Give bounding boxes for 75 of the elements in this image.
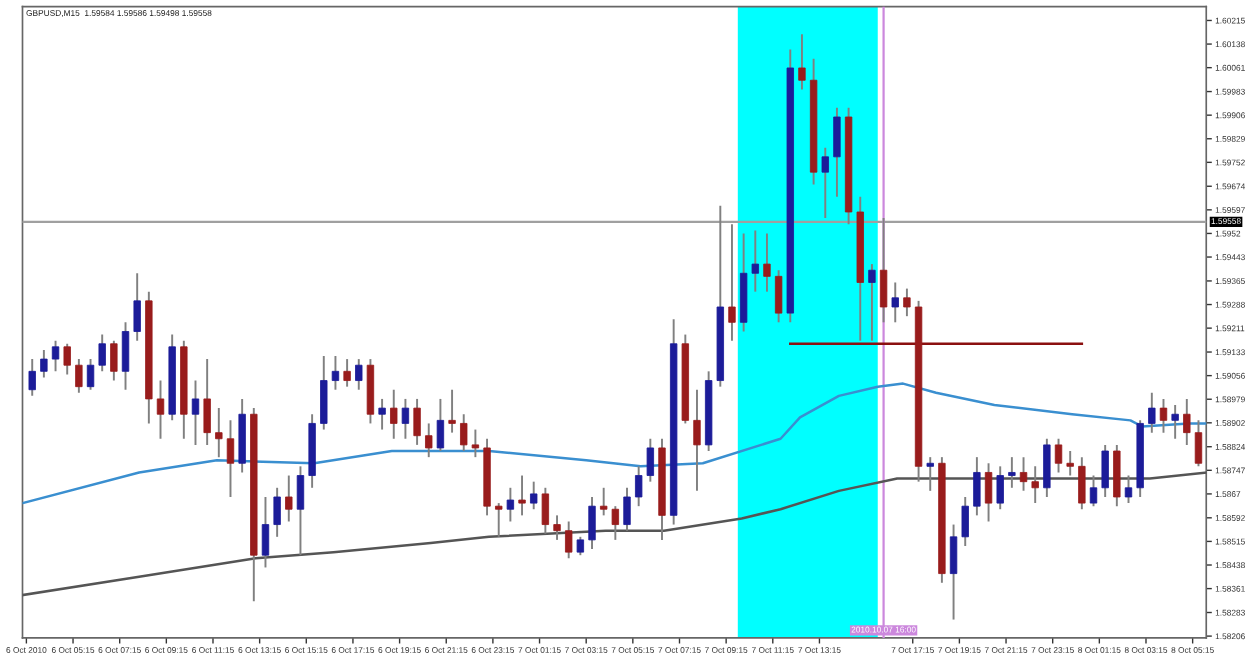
- candlestick: [320, 355, 328, 431]
- candlestick: [296, 465, 305, 557]
- candlestick: [891, 281, 899, 324]
- candlestick: [1194, 419, 1203, 468]
- candlestick: [879, 217, 888, 324]
- candlestick: [75, 358, 83, 394]
- candlestick: [821, 146, 829, 220]
- candlestick: [1066, 450, 1074, 477]
- candlestick: [868, 263, 876, 342]
- candlestick: [774, 269, 783, 324]
- candlestick: [390, 388, 398, 440]
- line-series: [22, 382, 1207, 505]
- candlestick: [285, 474, 293, 523]
- candlestick: [1101, 443, 1109, 498]
- candlestick: [1043, 437, 1051, 498]
- candlestick: [728, 223, 736, 342]
- candlestick: [401, 397, 410, 440]
- candlestick: [413, 397, 421, 446]
- candlestick: [273, 486, 281, 538]
- candlestick: [518, 474, 526, 517]
- candlestick: [86, 358, 95, 391]
- candlestick: [215, 407, 223, 459]
- candlestick: [343, 358, 351, 388]
- candlestick: [133, 272, 141, 342]
- candlestick: [1019, 456, 1028, 492]
- candlestick: [833, 106, 841, 198]
- candlestick: [495, 502, 503, 538]
- candlestick: [926, 456, 934, 492]
- candlestick: [425, 422, 433, 459]
- candlestick: [51, 339, 60, 373]
- candlestick: [28, 358, 36, 397]
- candlestick: [355, 358, 363, 391]
- line-series: [22, 471, 1207, 597]
- candlestick: [541, 486, 550, 535]
- candlestick: [1089, 474, 1098, 508]
- candlestick: [203, 358, 211, 446]
- candlestick: [156, 379, 165, 440]
- candlestick: [1113, 443, 1121, 508]
- candlestick: [191, 379, 200, 446]
- candlestick: [1183, 397, 1191, 446]
- candlestick: [63, 342, 71, 376]
- candlestick: [98, 333, 106, 373]
- candlestick: [949, 523, 958, 621]
- candlestick: [984, 462, 993, 523]
- candlestick: [973, 456, 981, 517]
- candlestick: [506, 486, 515, 523]
- candlestick: [996, 465, 1004, 511]
- candlestick: [1078, 456, 1086, 511]
- candlestick: [378, 397, 386, 431]
- candlestick: [693, 388, 701, 492]
- candlestick: [623, 486, 631, 532]
- candlestick: [1148, 391, 1156, 434]
- candlestick: [576, 535, 585, 557]
- candlestick: [1124, 474, 1133, 505]
- candlestick: [588, 496, 596, 551]
- candlestick: [763, 232, 771, 293]
- candlestick: [961, 496, 969, 547]
- candlestick: [1008, 456, 1016, 489]
- candlestick: [40, 348, 48, 379]
- candlestick: [121, 321, 130, 391]
- candlestick: [110, 339, 118, 382]
- candlestick: [261, 496, 270, 569]
- candlestick: [1159, 397, 1168, 434]
- candlestick: [448, 388, 456, 434]
- candlestick: [798, 33, 806, 91]
- candlestick: [530, 480, 538, 511]
- candlestick: [553, 514, 561, 541]
- candlestick: [1031, 465, 1039, 505]
- candlestick: [436, 397, 445, 452]
- candlestick: [1171, 404, 1179, 440]
- candlestick: [226, 419, 235, 498]
- candlestick: [1054, 437, 1063, 474]
- candlestick: [903, 287, 911, 318]
- candlestick: [331, 355, 340, 391]
- candlestick: [565, 520, 573, 560]
